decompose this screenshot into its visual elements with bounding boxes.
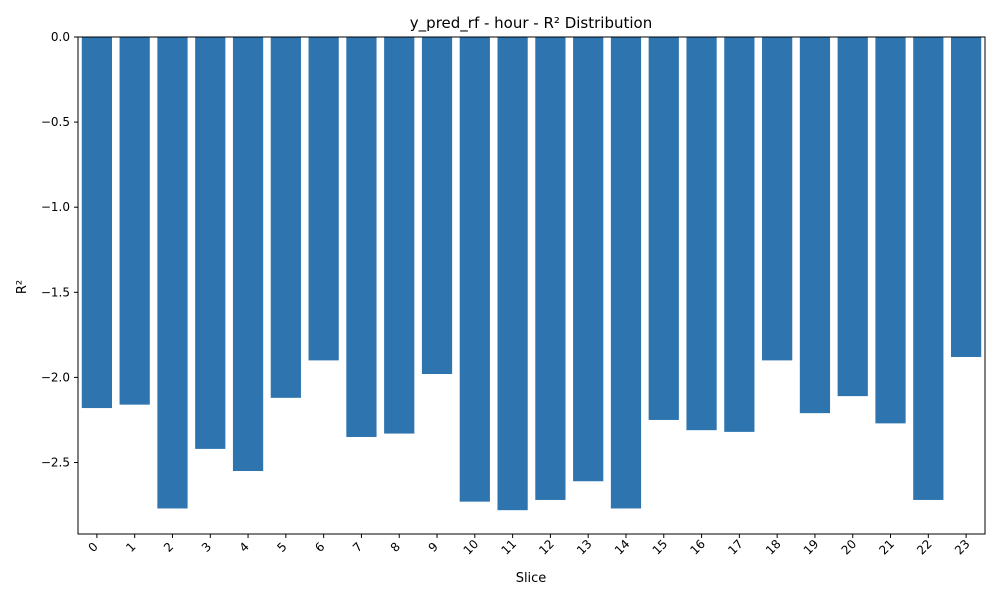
bar-6 (308, 37, 339, 361)
bar-16 (686, 37, 717, 431)
chart-title: y_pred_rf - hour - R² Distribution (410, 14, 652, 33)
x-tick-label: 1 (123, 540, 138, 555)
bar-14 (610, 37, 642, 509)
y-tick-label: 0.0 (51, 30, 70, 44)
bar-2 (157, 37, 188, 509)
bars-layer (81, 37, 982, 511)
y-tick-label: −2.5 (41, 456, 70, 470)
x-tick-label: 13 (574, 537, 595, 558)
x-tick-label: 17 (725, 537, 746, 558)
x-tick-label: 0 (85, 540, 100, 555)
bar-13 (573, 37, 604, 482)
y-tick-label: −2.0 (41, 370, 70, 384)
bar-0 (81, 37, 113, 409)
x-tick-label: 9 (426, 540, 441, 555)
x-tick-label: 14 (612, 537, 633, 558)
y-tick-label: −0.5 (41, 115, 70, 129)
x-tick-label: 21 (876, 537, 897, 558)
bar-11 (497, 37, 528, 511)
bar-9 (421, 37, 453, 375)
bar-1 (119, 37, 150, 405)
x-tick-label: 2 (161, 540, 176, 555)
x-tick-label: 3 (199, 540, 214, 555)
bar-5 (270, 37, 301, 398)
bar-15 (648, 37, 679, 420)
x-tick-label: 11 (498, 537, 519, 558)
x-tick-label: 12 (536, 537, 557, 558)
x-tick-label: 6 (312, 540, 327, 555)
y-tick-label: −1.0 (41, 200, 70, 214)
plot-frame (77, 36, 986, 535)
bar-17 (724, 37, 755, 432)
bar-21 (875, 37, 906, 424)
bar-19 (799, 37, 831, 414)
y-axis-label: R² (15, 280, 30, 294)
x-tick-label: 18 (763, 537, 784, 558)
x-tick-label: 23 (952, 537, 973, 558)
x-tick-label: 4 (237, 540, 252, 555)
x-tick-label: 8 (388, 540, 403, 555)
bar-10 (459, 37, 490, 502)
y-tick-label: −1.5 (41, 285, 70, 299)
bar-23 (950, 37, 982, 357)
bar-22 (913, 37, 944, 500)
bar-8 (384, 37, 415, 434)
bar-18 (762, 37, 793, 361)
x-tick-label: 5 (274, 540, 289, 555)
x-tick-label: 16 (687, 537, 708, 558)
bar-12 (535, 37, 566, 500)
x-tick-label: 7 (350, 540, 365, 555)
bar-7 (346, 37, 377, 437)
bar-4 (232, 37, 264, 472)
x-axis-label: Slice (516, 571, 547, 586)
bar-3 (195, 37, 226, 449)
x-tick-label: 22 (914, 537, 935, 558)
x-tick-label: 20 (839, 537, 860, 558)
x-tick-label: 15 (650, 537, 671, 558)
x-tick-label: 19 (801, 537, 822, 558)
bar-20 (837, 37, 868, 397)
x-tick-label: 10 (461, 537, 482, 558)
